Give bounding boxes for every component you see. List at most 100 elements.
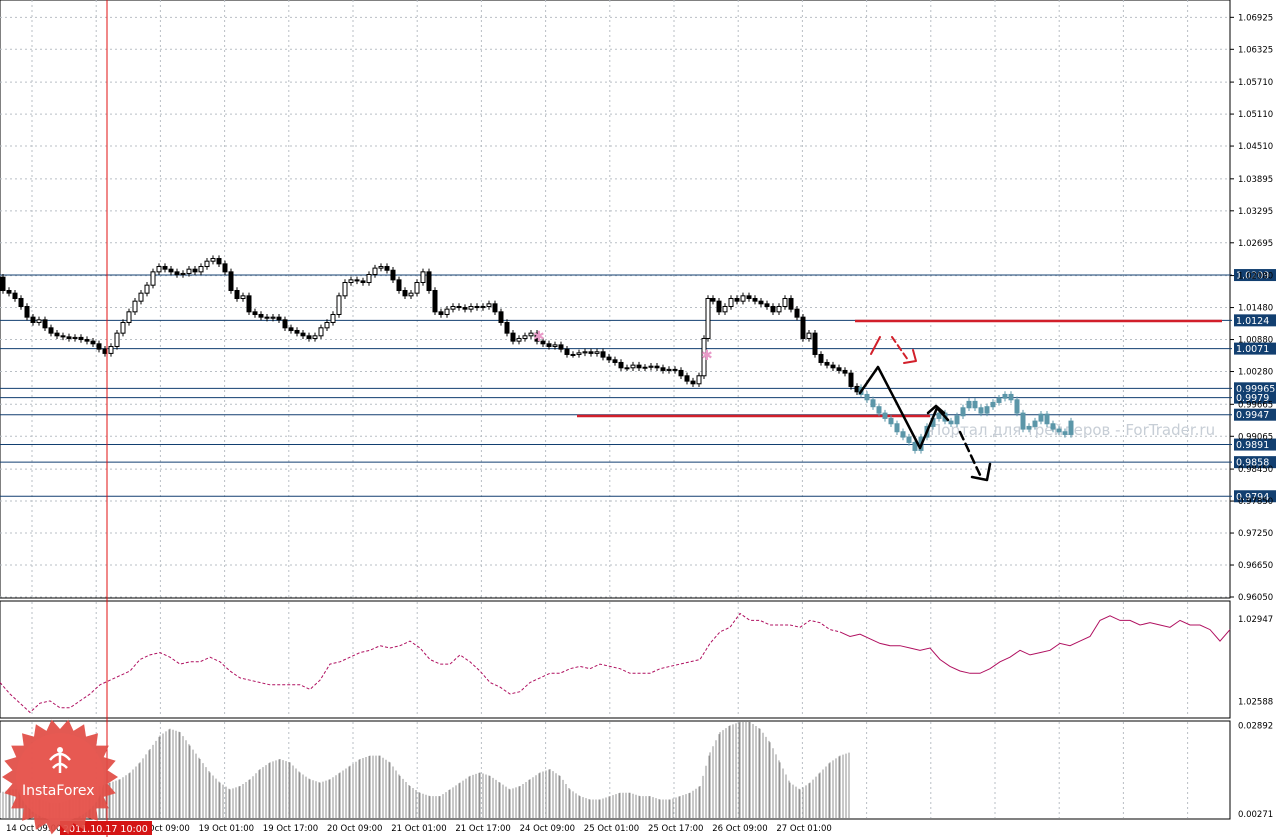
x-tick-label: 14 Oct 09:00 — [6, 824, 61, 834]
candle-body — [734, 298, 740, 302]
candle-body — [570, 353, 576, 356]
candle-body — [630, 364, 636, 369]
x-tick-label: 25 Oct 17:00 — [648, 824, 703, 834]
candle-body — [594, 351, 600, 354]
candle-body — [900, 431, 906, 438]
candle-body — [96, 343, 102, 350]
x-tick-label: 26 Oct 09:00 — [712, 824, 767, 834]
candle-body — [246, 295, 252, 313]
red-support-resistance-lines[interactable] — [577, 319, 1222, 418]
x-tick-label: 21 Oct 01:00 — [391, 824, 446, 834]
candle-body — [854, 385, 860, 393]
candle-body — [722, 305, 728, 313]
y-tick-label: 1.00880 — [1238, 336, 1273, 346]
candle-body — [30, 316, 36, 323]
candle-body — [690, 380, 696, 385]
candle-body — [384, 266, 390, 271]
candle-body — [60, 335, 66, 338]
candle-body — [462, 307, 468, 310]
candle-body — [648, 365, 654, 368]
y-tick-label: 0.97250 — [1238, 529, 1273, 539]
candle-body — [12, 292, 18, 300]
candle-body — [746, 295, 752, 299]
x-tick-label: 25 Oct 01:00 — [584, 824, 639, 834]
candle-body — [728, 298, 734, 307]
candle-body — [0, 276, 6, 292]
candle-body — [990, 401, 996, 408]
candle-body — [836, 367, 842, 371]
candle-body — [678, 369, 684, 377]
candle-body — [480, 305, 486, 309]
candle-body — [408, 292, 414, 297]
indicator-panel-1[interactable] — [0, 600, 1231, 719]
candle-body — [330, 313, 336, 323]
candle-body — [204, 260, 210, 268]
candle-body — [978, 407, 984, 414]
candle-body — [1044, 413, 1050, 425]
candle-body — [186, 268, 192, 274]
candle-body — [318, 327, 324, 337]
candle-body — [882, 412, 888, 419]
ind1-tick-label: 1.02588 — [1238, 697, 1273, 707]
candle-body — [1038, 413, 1044, 422]
candle-body — [912, 441, 918, 451]
candle-body — [864, 393, 870, 401]
candle-body — [948, 420, 954, 425]
level-label: 0.9794 — [1236, 492, 1269, 503]
candle-body — [636, 364, 642, 369]
price-panel[interactable] — [0, 0, 1231, 599]
candle-body — [1020, 412, 1026, 430]
candle-body — [174, 271, 180, 276]
candle-body — [162, 266, 168, 270]
red-arrow-down — [891, 336, 909, 361]
level-label: 1.0071 — [1236, 344, 1269, 355]
candle-body — [198, 266, 204, 273]
y-tick-label: 1.02695 — [1238, 239, 1273, 249]
candle-body — [36, 319, 42, 323]
candle-body — [1026, 425, 1032, 430]
candle-body — [78, 336, 84, 341]
candle-body — [540, 340, 546, 345]
candle-body — [216, 258, 222, 265]
candle-body — [582, 351, 588, 354]
candle-body — [126, 311, 132, 323]
y-tick-label: 0.96050 — [1238, 593, 1273, 603]
black-dashed-arrow-head — [970, 462, 992, 482]
candle-body — [576, 352, 582, 355]
indicator-panel-2[interactable] — [0, 720, 1231, 820]
y-tick-label: 1.05710 — [1238, 78, 1273, 88]
candle-body — [1050, 423, 1056, 430]
star-marker-1: ✱ — [533, 329, 545, 345]
level-label: 0.99965 — [1236, 384, 1275, 395]
candle-body — [1056, 428, 1062, 433]
candle-body — [870, 399, 876, 408]
candle-body — [444, 308, 450, 315]
candle-body — [800, 316, 806, 339]
y-tick-label: 1.03295 — [1238, 207, 1273, 217]
candle-body — [144, 284, 150, 294]
candle-body — [252, 311, 258, 315]
candle-body — [936, 412, 942, 419]
y-tick-label: 1.02080 — [1238, 272, 1273, 282]
level-label: 0.9979 — [1236, 393, 1269, 404]
red-arrow-head — [903, 349, 917, 364]
candle-body — [710, 298, 716, 302]
x-tick-label: 24 Oct 09:00 — [520, 824, 575, 834]
star-marker-2: ✱ — [701, 348, 713, 364]
candle-body — [1032, 420, 1038, 427]
candle-body — [390, 269, 396, 281]
candle-body — [696, 375, 702, 385]
black-arrow-head — [926, 404, 946, 415]
x-tick-label: 27 Oct 01:00 — [776, 824, 831, 834]
candle-body — [498, 311, 504, 323]
candle-body — [906, 436, 912, 443]
candle-body — [588, 351, 594, 354]
level-badge — [1234, 490, 1276, 503]
candle-body — [770, 305, 776, 313]
candle-body — [782, 298, 788, 307]
horizontal-levels[interactable]: 1.02091.01241.00710.999650.99790.99470.9… — [0, 269, 1276, 503]
candle-body — [426, 271, 432, 292]
y-tick-label: 1.06325 — [1238, 45, 1273, 55]
x-tick-label: 20 Oct 09:00 — [327, 824, 382, 834]
candle-body — [516, 337, 522, 342]
